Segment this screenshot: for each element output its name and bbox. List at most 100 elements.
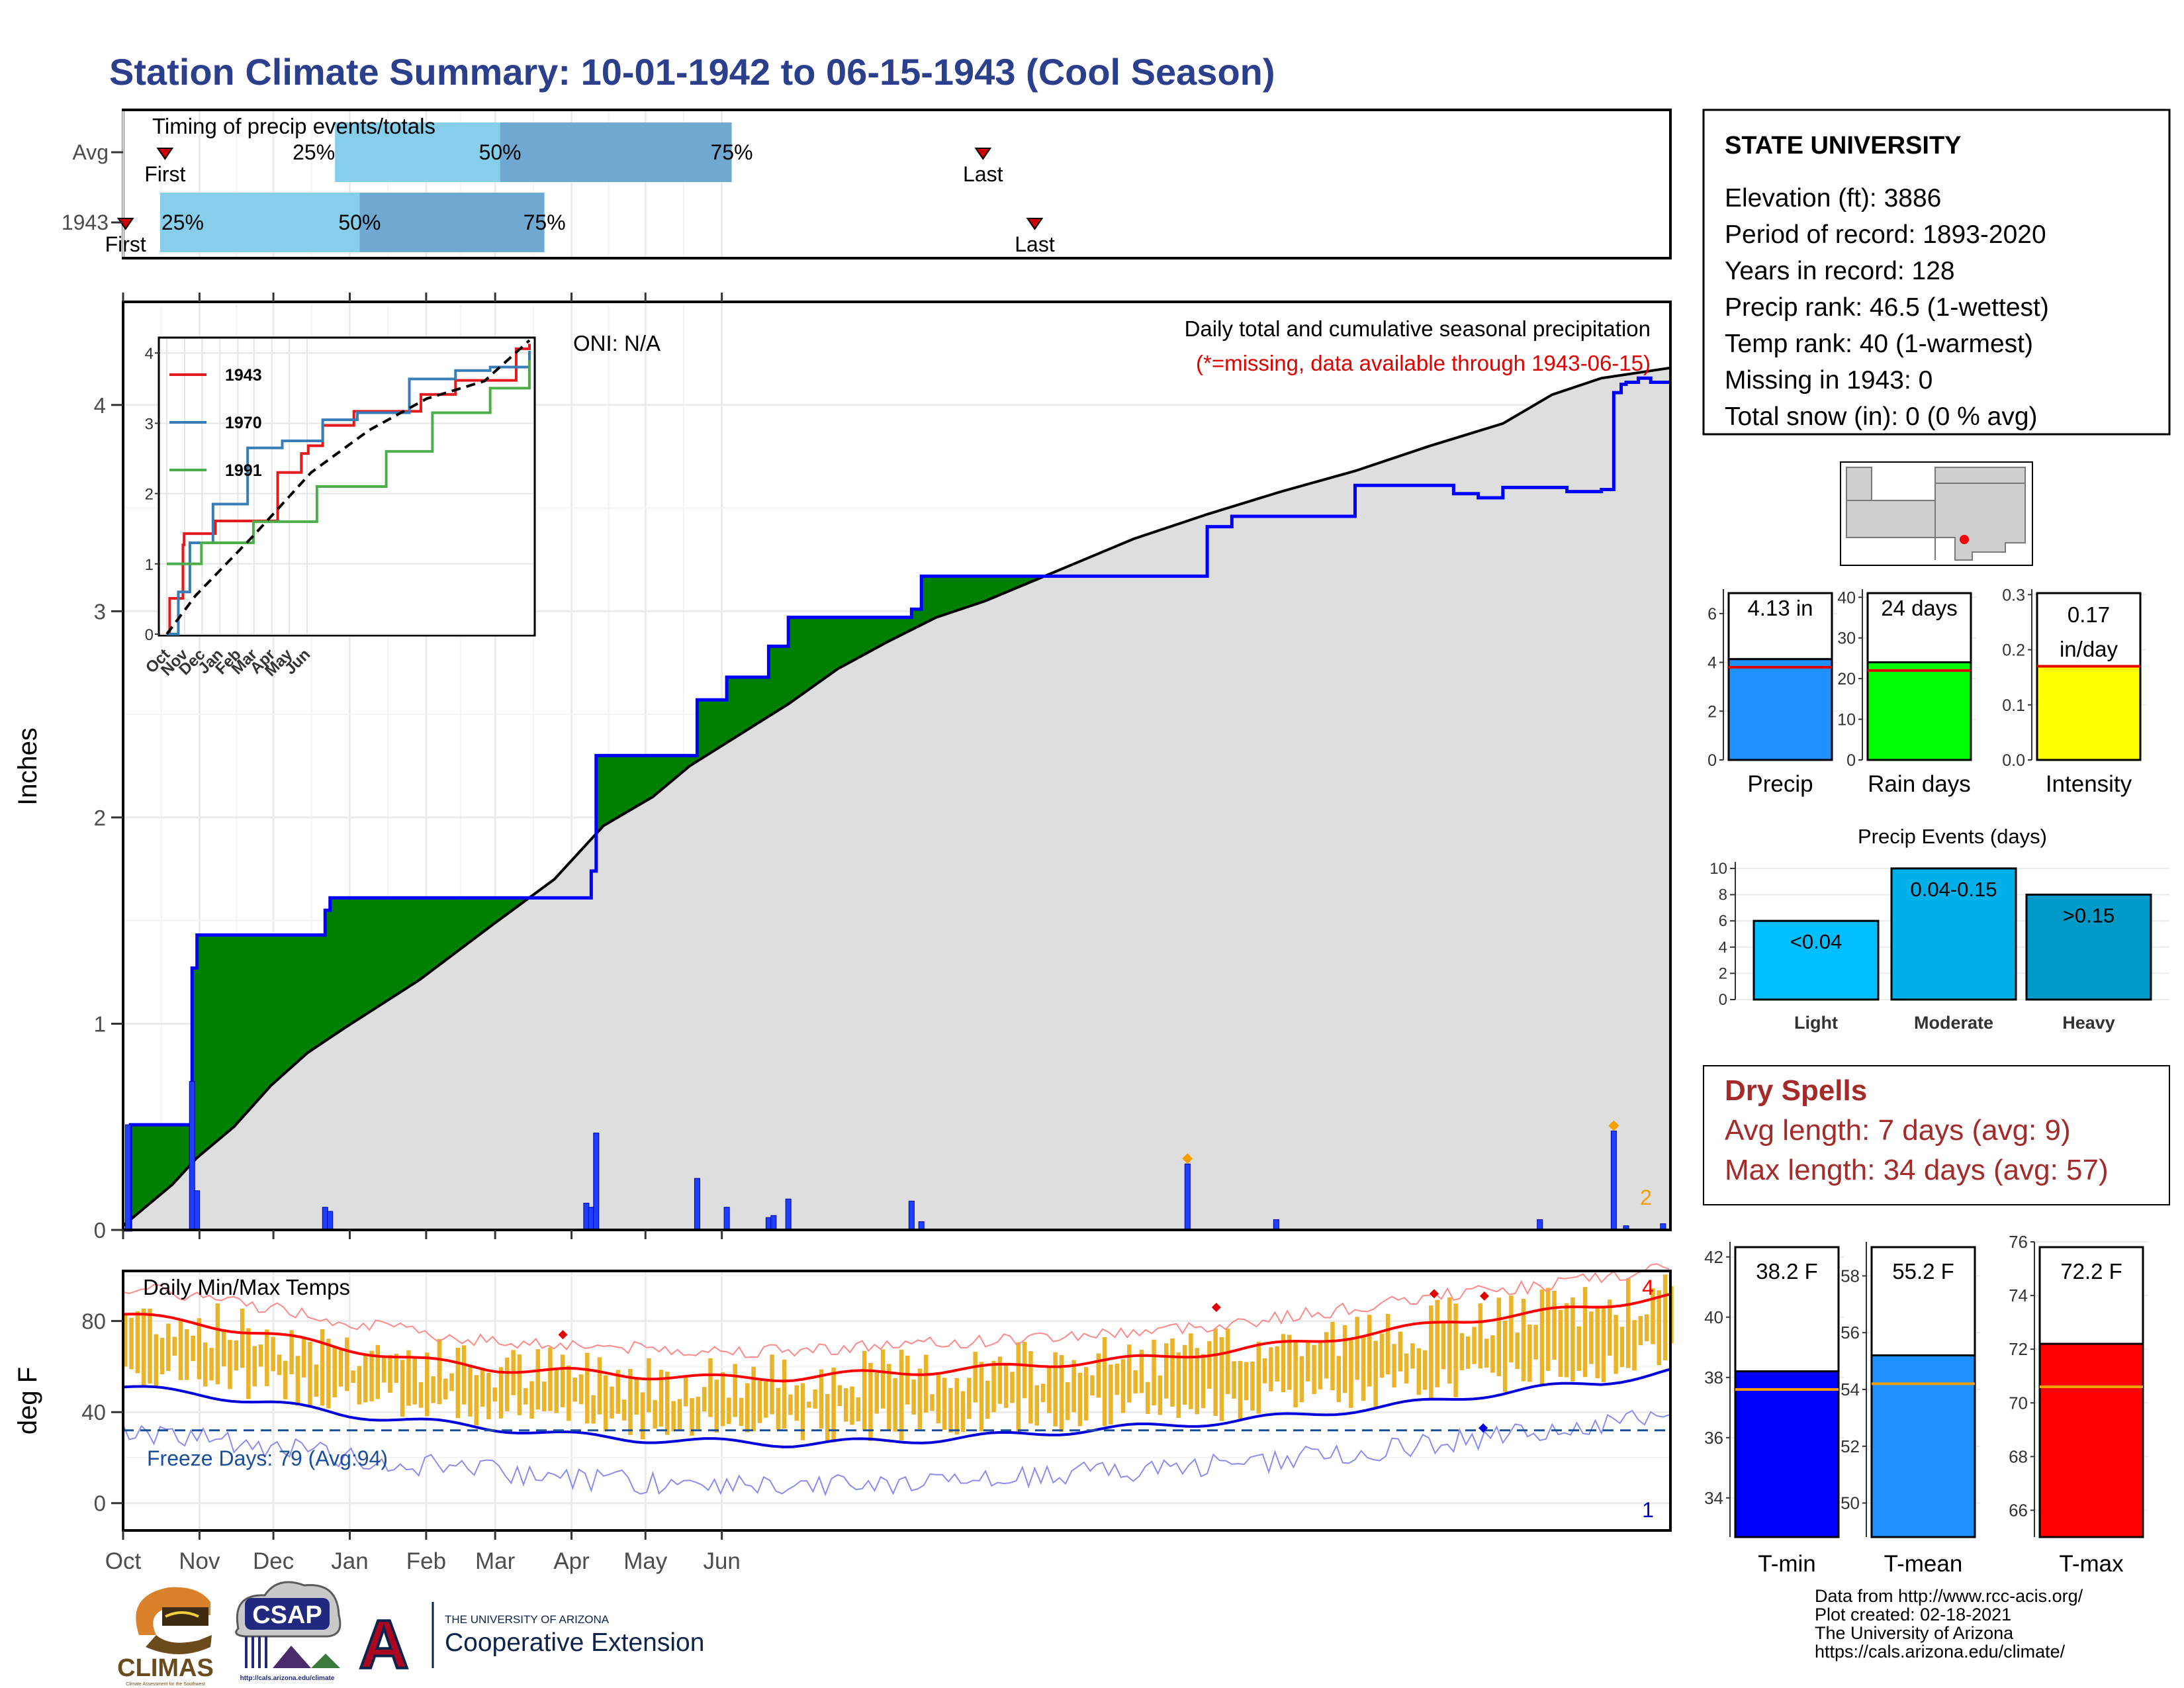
- station-info-line: Precip rank: 46.5 (1-wettest): [1725, 293, 2049, 322]
- daily-temp-bar: [831, 1367, 836, 1442]
- summary-y-tick-label: 0.3: [2002, 586, 2025, 604]
- inset-y-tick-label: 2: [145, 486, 154, 504]
- timing-last-label: Last: [963, 162, 1003, 186]
- events-y-tick-label: 10: [1709, 860, 1727, 878]
- daily-temp-bar: [659, 1370, 664, 1427]
- logos: CLIMAS Climate Assessment for the Southw…: [117, 1581, 704, 1687]
- events-bar-heavy: [2025, 894, 2152, 1001]
- timing-panel: Timing of precip events/totals 25% 50% 75%…: [62, 109, 1672, 259]
- temp-summary-y-tick-label: 72: [2009, 1339, 2028, 1359]
- daily-temp-bar: [1287, 1335, 1292, 1390]
- station-info-line: Temp rank: 40 (1-warmest): [1725, 330, 2033, 358]
- average-max-line: [122, 1292, 1671, 1383]
- daily-temp-bar: [1509, 1295, 1514, 1363]
- daily-temp-bar: [819, 1369, 824, 1429]
- daily-temp-bar: [1657, 1290, 1662, 1366]
- inset-y-tick-label: 0: [145, 626, 154, 644]
- record-high-marker: [558, 1330, 568, 1340]
- daily-temp-bar: [1527, 1324, 1532, 1382]
- daily-temp-bar: [1386, 1313, 1390, 1375]
- daily-precip-bar: [765, 1217, 772, 1231]
- daily-temp-bar: [1515, 1333, 1520, 1370]
- daily-temp-bar: [843, 1388, 848, 1422]
- daily-temp-bar: [1392, 1344, 1396, 1387]
- daily-temp-bar: [653, 1400, 657, 1429]
- daily-temp-bar: [215, 1303, 220, 1385]
- daily-temp-bar: [197, 1318, 202, 1380]
- daily-temp-bar: [1570, 1297, 1575, 1382]
- record-high-marker: [1479, 1291, 1489, 1301]
- daily-temp-bar: [1281, 1334, 1286, 1392]
- daily-temp-bar: [431, 1376, 435, 1403]
- daily-temp-bar: [191, 1335, 195, 1362]
- precip-note: Daily total and cumulative seasonal prec…: [1185, 316, 1651, 341]
- daily-temp-bar: [1016, 1342, 1021, 1434]
- temp-summary-value-label: 72.2 F: [2060, 1259, 2122, 1284]
- university-of-arizona-logo: A THE UNIVERSITY OF ARIZONA Cooperative …: [357, 1602, 704, 1685]
- daily-temp-bar: [351, 1370, 355, 1383]
- daily-temp-bar: [1120, 1359, 1126, 1413]
- daily-temp-bar: [567, 1365, 571, 1421]
- daily-temp-bar: [714, 1380, 719, 1433]
- month-label: May: [623, 1548, 668, 1574]
- daily-temp-bar: [683, 1376, 688, 1407]
- daily-precip-bar: [593, 1133, 600, 1231]
- daily-temp-bar: [1662, 1274, 1668, 1361]
- temp-summary-bar-label: T-mean: [1884, 1551, 1963, 1577]
- daily-temp-bar: [1379, 1333, 1385, 1378]
- daily-temp-bar: [1552, 1290, 1557, 1360]
- daily-temp-bar: [505, 1357, 510, 1411]
- temp-summary-y-tick-label: 40: [1704, 1307, 1723, 1327]
- daily-temp-bar: [733, 1364, 737, 1417]
- timing-last-marker: [1026, 218, 1044, 230]
- daily-precip-bar: [1184, 1163, 1191, 1231]
- daily-temp-bar: [400, 1360, 405, 1417]
- summary-y-tick-label: 10: [1837, 711, 1856, 729]
- daily-temp-bar: [1355, 1317, 1359, 1380]
- daily-precip-bar: [194, 1190, 201, 1231]
- timing-row-label: 1943: [62, 211, 109, 234]
- daily-temp-bar: [1207, 1341, 1212, 1389]
- daily-temp-bar: [1232, 1361, 1236, 1399]
- summary-value-box: [1727, 592, 1833, 661]
- daily-temp-bar: [936, 1372, 941, 1424]
- daily-temp-bar: [1226, 1329, 1230, 1394]
- daily-precip-bar: [908, 1200, 915, 1231]
- cumulative-average-area: [123, 367, 1670, 1230]
- daily-temp-bar: [271, 1336, 275, 1372]
- timing-last-label: Last: [1015, 232, 1055, 256]
- daily-temp-bar: [813, 1389, 817, 1409]
- daily-temp-bar: [788, 1394, 793, 1415]
- timing-bar-25-50: [159, 193, 360, 252]
- daily-temp-bar: [1441, 1321, 1446, 1370]
- daily-temp-bar: [1269, 1347, 1273, 1391]
- inset-y-tick-label: 3: [145, 415, 154, 433]
- daily-temp-bar: [1195, 1348, 1199, 1415]
- daily-temp-bar: [665, 1372, 670, 1435]
- daily-temp-bar: [474, 1375, 479, 1426]
- daily-precip-bar: [770, 1215, 777, 1231]
- daily-temp-bar: [1139, 1350, 1144, 1393]
- precip-events-chart: Precip Events (days) 0 2 4 6 8 10 <0.04 Light 0.0…: [1709, 825, 2169, 1033]
- daily-temp-bar: [246, 1328, 251, 1399]
- events-bar-range: <0.04: [1790, 930, 1842, 953]
- temp-summary-value-label: 38.2 F: [1756, 1259, 1818, 1284]
- temp-summary-y-tick-label: 70: [2009, 1393, 2028, 1413]
- daily-temp-bar: [123, 1315, 128, 1367]
- timing-bar-25-50: [335, 122, 500, 182]
- daily-temp-bar: [1299, 1356, 1304, 1403]
- summary-y-tick-label: 2: [1707, 702, 1717, 721]
- daily-temp-bar: [381, 1356, 387, 1383]
- daily-temp-bar: [973, 1352, 978, 1403]
- summary-bar-precip: [1727, 658, 1833, 761]
- daily-temp-bar: [1102, 1337, 1107, 1427]
- record-marker: [1608, 1120, 1619, 1131]
- station-location-marker: [1960, 535, 1969, 544]
- climas-logo-text: CLIMAS: [117, 1654, 214, 1682]
- timing-first-label: First: [144, 162, 185, 186]
- month-label: Feb: [406, 1548, 446, 1574]
- temp-summary-bar-label: T-max: [2059, 1551, 2124, 1577]
- summary-bar-rain-days: [1866, 661, 1972, 761]
- temp-summary-bar-label: T-min: [1758, 1551, 1816, 1577]
- daily-temp-bar: [338, 1349, 343, 1387]
